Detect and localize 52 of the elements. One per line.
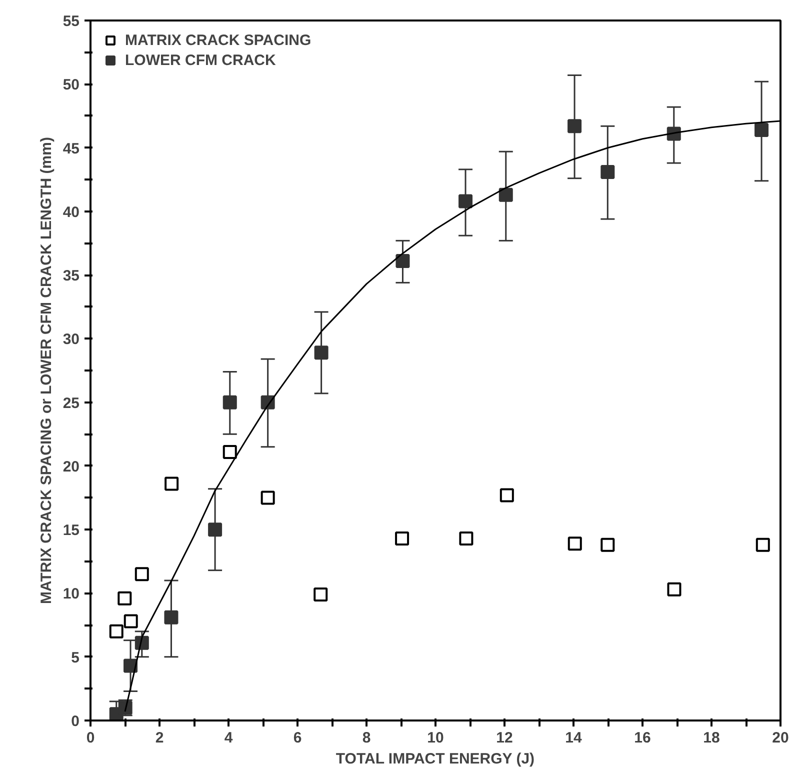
point (164, 610, 178, 624)
point (568, 536, 582, 551)
x-tick-label: 4 (224, 730, 234, 746)
y-tick-label: 40 (62, 204, 80, 221)
y-tick-label: 55 (62, 13, 80, 30)
x-tick-label: 6 (293, 730, 302, 746)
point (222, 395, 237, 410)
x-tick-label: 10 (427, 730, 444, 746)
legend-label: LOWER CFM CRACK (125, 52, 276, 68)
point (458, 194, 473, 208)
point (314, 346, 328, 360)
y-tick-label: 20 (62, 458, 80, 476)
y-tick-label: 10 (62, 586, 80, 603)
y-tick-label: 35 (62, 268, 80, 285)
y-tick-label: 5 (71, 649, 80, 666)
point (756, 538, 770, 552)
point (164, 476, 179, 491)
y-tick-label: 0 (71, 713, 80, 730)
y-tick-label: 15 (62, 522, 80, 540)
x-tick-label: 18 (703, 730, 720, 746)
point (124, 614, 138, 628)
point (208, 522, 222, 537)
point (498, 188, 513, 202)
point (600, 164, 615, 179)
point (395, 532, 410, 546)
x-axis-title: TOTAL IMPACT ENERGY (J) (336, 750, 535, 768)
point (134, 567, 149, 582)
x-tick-label: 2 (155, 730, 164, 746)
x-tick-label: 12 (496, 730, 513, 746)
x-tick-label: 14 (565, 730, 582, 746)
y-tick-label: 30 (62, 331, 80, 348)
point (667, 582, 682, 596)
point (600, 538, 615, 552)
y-tick-label: 50 (62, 76, 80, 94)
point (118, 591, 132, 606)
point (500, 488, 514, 502)
legend-label: MATRIX CRACK SPACING (125, 32, 312, 48)
x-tick-label: 0 (86, 730, 95, 746)
point (109, 624, 124, 638)
point (568, 119, 582, 134)
point (314, 588, 328, 602)
point (754, 122, 769, 137)
y-tick-label: 25 (62, 394, 80, 412)
y-tick-label: 45 (62, 140, 80, 158)
x-tick-label: 8 (362, 730, 371, 746)
point (222, 444, 237, 459)
point (396, 254, 410, 268)
x-tick-label: 20 (772, 730, 789, 746)
y-axis-title: MATRIX CRACK SPACING or LOWER CFM CRACK LENGTH (mm) (38, 137, 55, 604)
point (260, 490, 275, 505)
x-tick-label: 16 (634, 730, 651, 746)
point (459, 532, 474, 546)
